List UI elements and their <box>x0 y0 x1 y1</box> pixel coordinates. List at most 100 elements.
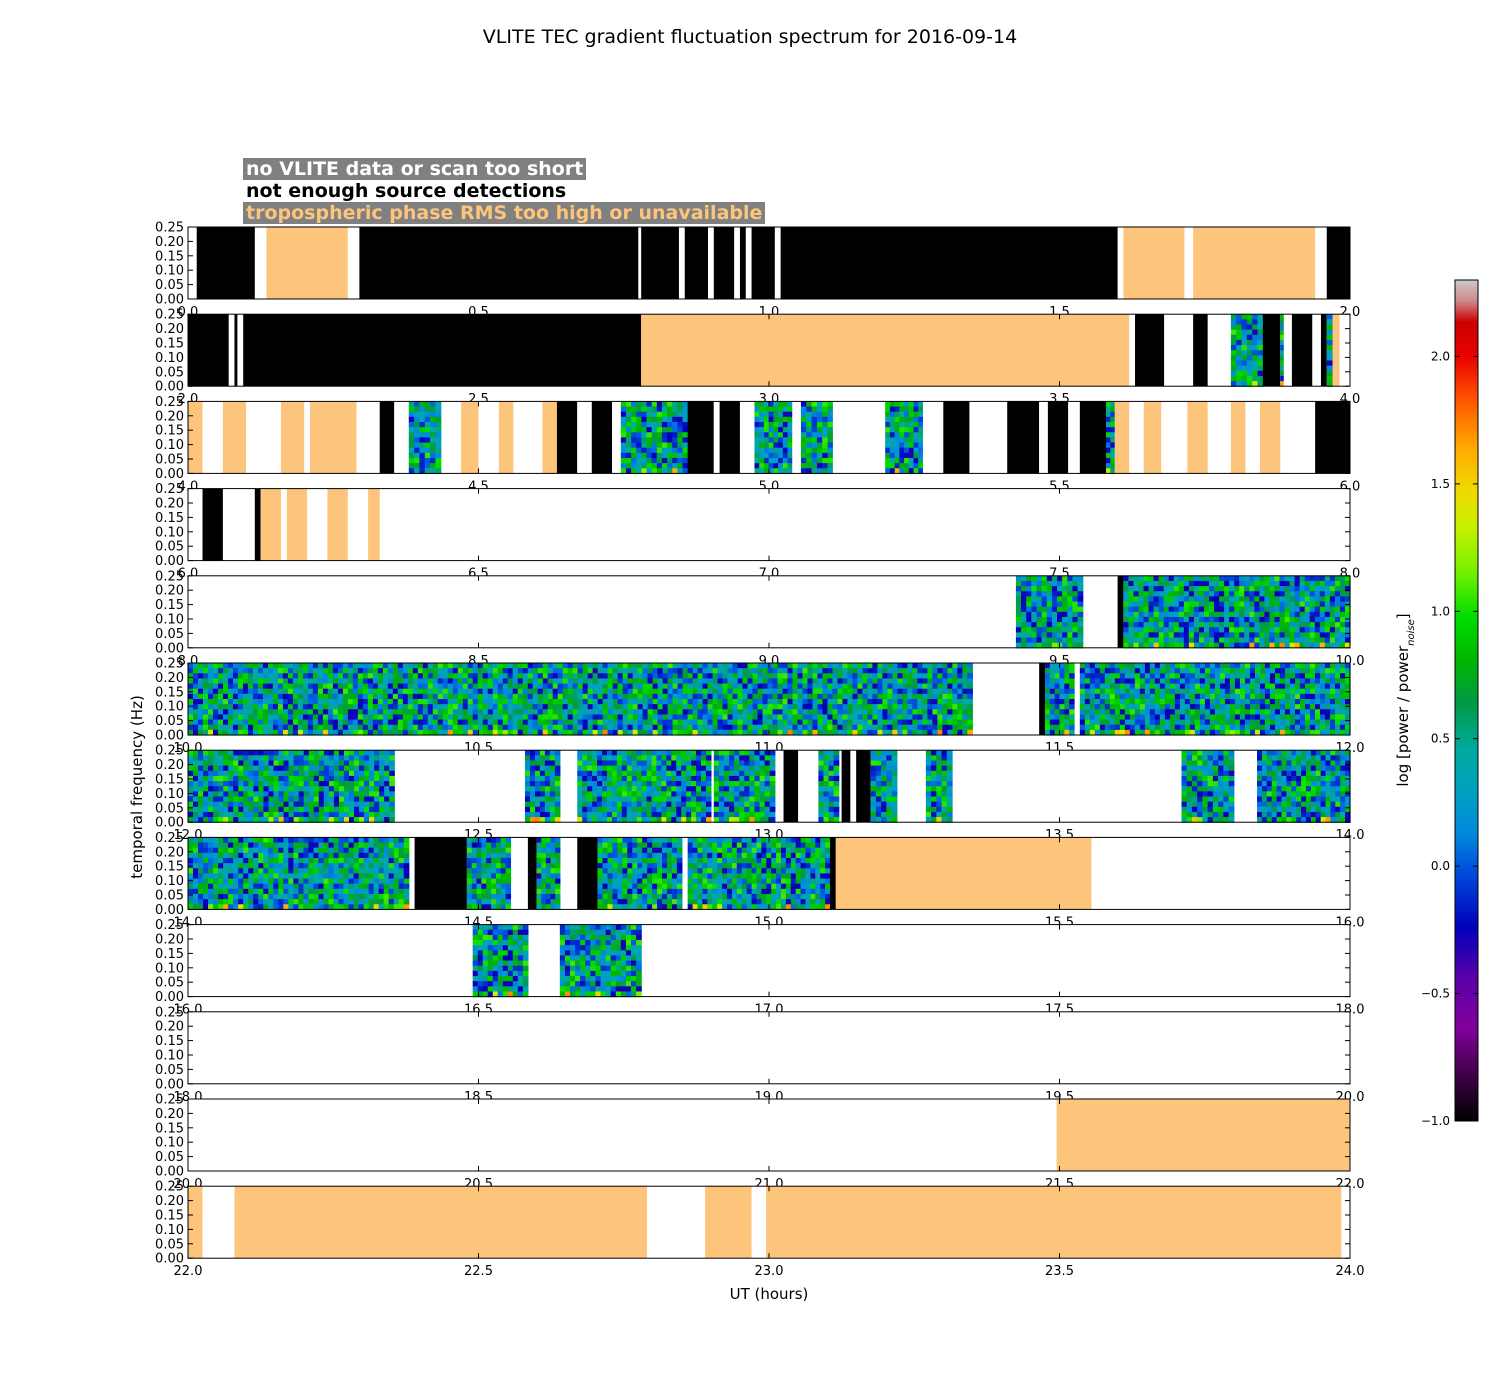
spectrum-cell <box>1257 334 1264 341</box>
spectrum-cell <box>467 704 474 710</box>
spectrum-cell <box>652 683 659 690</box>
spectrum-cell <box>1198 580 1205 587</box>
spectrum-cell <box>899 416 905 423</box>
spectrum-cell <box>1229 709 1236 716</box>
spectrum-cell <box>582 709 589 716</box>
spectrum-cell <box>1143 622 1150 628</box>
spectrum-cell <box>1324 668 1331 674</box>
spectrum-cell <box>342 719 349 726</box>
spectrum-cell <box>372 709 379 716</box>
spectrum-cell <box>763 447 770 454</box>
spectrum-cell <box>842 688 849 695</box>
spectrum-cell <box>1194 688 1201 695</box>
spectrum-cell <box>1054 678 1061 685</box>
spectrum-cell <box>1133 596 1140 603</box>
spectrum-cell <box>1079 668 1086 674</box>
spectrum-cell <box>1148 627 1155 633</box>
y-tick-label: 0.25 <box>155 395 184 410</box>
spectrum-cell <box>372 678 379 685</box>
spectrum-cell <box>1203 627 1210 633</box>
spectrum-cell <box>430 427 437 433</box>
spectrum-cell <box>233 750 239 756</box>
spectrum-cell <box>1026 642 1032 649</box>
spectrum-cell <box>1041 575 1048 582</box>
spectrum-cell <box>217 719 224 726</box>
spectrum-cell <box>772 699 779 705</box>
spectrum-cell <box>732 709 739 716</box>
spectrum-cell <box>228 781 234 787</box>
spectrum-cell <box>1189 714 1196 721</box>
spectrum-cell <box>228 755 234 762</box>
spectrum-cell <box>1044 678 1051 685</box>
spectrum-cell <box>1129 719 1136 726</box>
spectrum-cell <box>747 663 754 669</box>
spectrum-cell <box>202 683 209 690</box>
spectrum-cell <box>1046 611 1053 618</box>
spectrum-cell <box>282 719 289 726</box>
spectrum-cell <box>527 704 534 710</box>
segment-tropo-high <box>286 488 308 561</box>
spectrum-cell <box>1246 345 1253 351</box>
spectrum-cell <box>257 668 264 674</box>
spectrum-cell <box>922 693 928 700</box>
spectrum-cell <box>827 663 834 669</box>
spectrum-cell <box>1224 616 1230 623</box>
spectrum-cell <box>1129 683 1136 690</box>
y-tick-label: 0.10 <box>155 264 184 279</box>
spectrum-cell <box>742 668 749 674</box>
spectrum-cell <box>1230 334 1237 341</box>
spectrum-cell <box>806 463 813 469</box>
spectrum-cell <box>337 683 344 690</box>
spectrum-cell <box>737 668 744 674</box>
spectrum-cell <box>1280 381 1284 387</box>
spectrum-cell <box>1104 668 1111 674</box>
spectrum-cell <box>1153 627 1160 633</box>
spectrum-cell <box>257 719 264 726</box>
spectrum-cell <box>1269 699 1276 705</box>
spectrum-cell <box>672 688 679 695</box>
spectrum-cell <box>807 668 814 674</box>
spectrum-cell <box>208 786 214 792</box>
spectrum-cell <box>912 673 918 680</box>
spectrum-cell <box>592 673 599 680</box>
spectrum-cell <box>882 688 889 695</box>
spectrum-cell <box>607 704 614 710</box>
spectrum-cell <box>827 719 834 726</box>
spectrum-cell <box>1123 637 1130 644</box>
spectrum-cell <box>1209 729 1216 736</box>
spectrum-cell <box>757 729 764 736</box>
spectrum-cell <box>1274 678 1281 685</box>
spectrum-cell <box>1289 606 1296 613</box>
spectrum-cell <box>517 688 524 695</box>
spectrum-cell <box>773 401 779 408</box>
spectrum-cell <box>767 673 774 680</box>
spectrum-cell <box>1214 616 1220 623</box>
spectrum-cell <box>262 683 269 690</box>
spectrum-cell <box>1062 616 1068 623</box>
spectrum-cell <box>1178 622 1185 628</box>
spectrum-cell <box>1309 637 1316 644</box>
spectrum-cell <box>1264 616 1271 623</box>
spectrum-cell <box>862 699 869 705</box>
spectrum-cell <box>1143 575 1150 582</box>
spectrum-cell <box>392 678 399 685</box>
spectrum-cell <box>492 714 499 721</box>
spectrum-cell <box>213 760 219 767</box>
spectrum-cell <box>625 437 632 444</box>
spectrum-cell <box>472 704 479 710</box>
spectrum-cell <box>1219 693 1226 700</box>
spectrum-cell <box>1259 693 1266 700</box>
spectrum-cell <box>397 683 404 690</box>
spectrum-cell <box>622 719 629 726</box>
spectrum-cell <box>632 729 639 736</box>
spectrum-cell <box>1199 699 1206 705</box>
spectrum-cell <box>1257 365 1264 372</box>
spectrum-cell <box>1143 586 1150 592</box>
spectrum-cell <box>1143 591 1150 597</box>
spectrum-cell <box>897 668 904 674</box>
spectrum-cell <box>307 673 314 680</box>
spectrum-cell <box>862 709 869 716</box>
spectrum-cell <box>1041 642 1048 649</box>
spectrum-cell <box>822 401 829 408</box>
spectrum-cell <box>1044 693 1051 700</box>
